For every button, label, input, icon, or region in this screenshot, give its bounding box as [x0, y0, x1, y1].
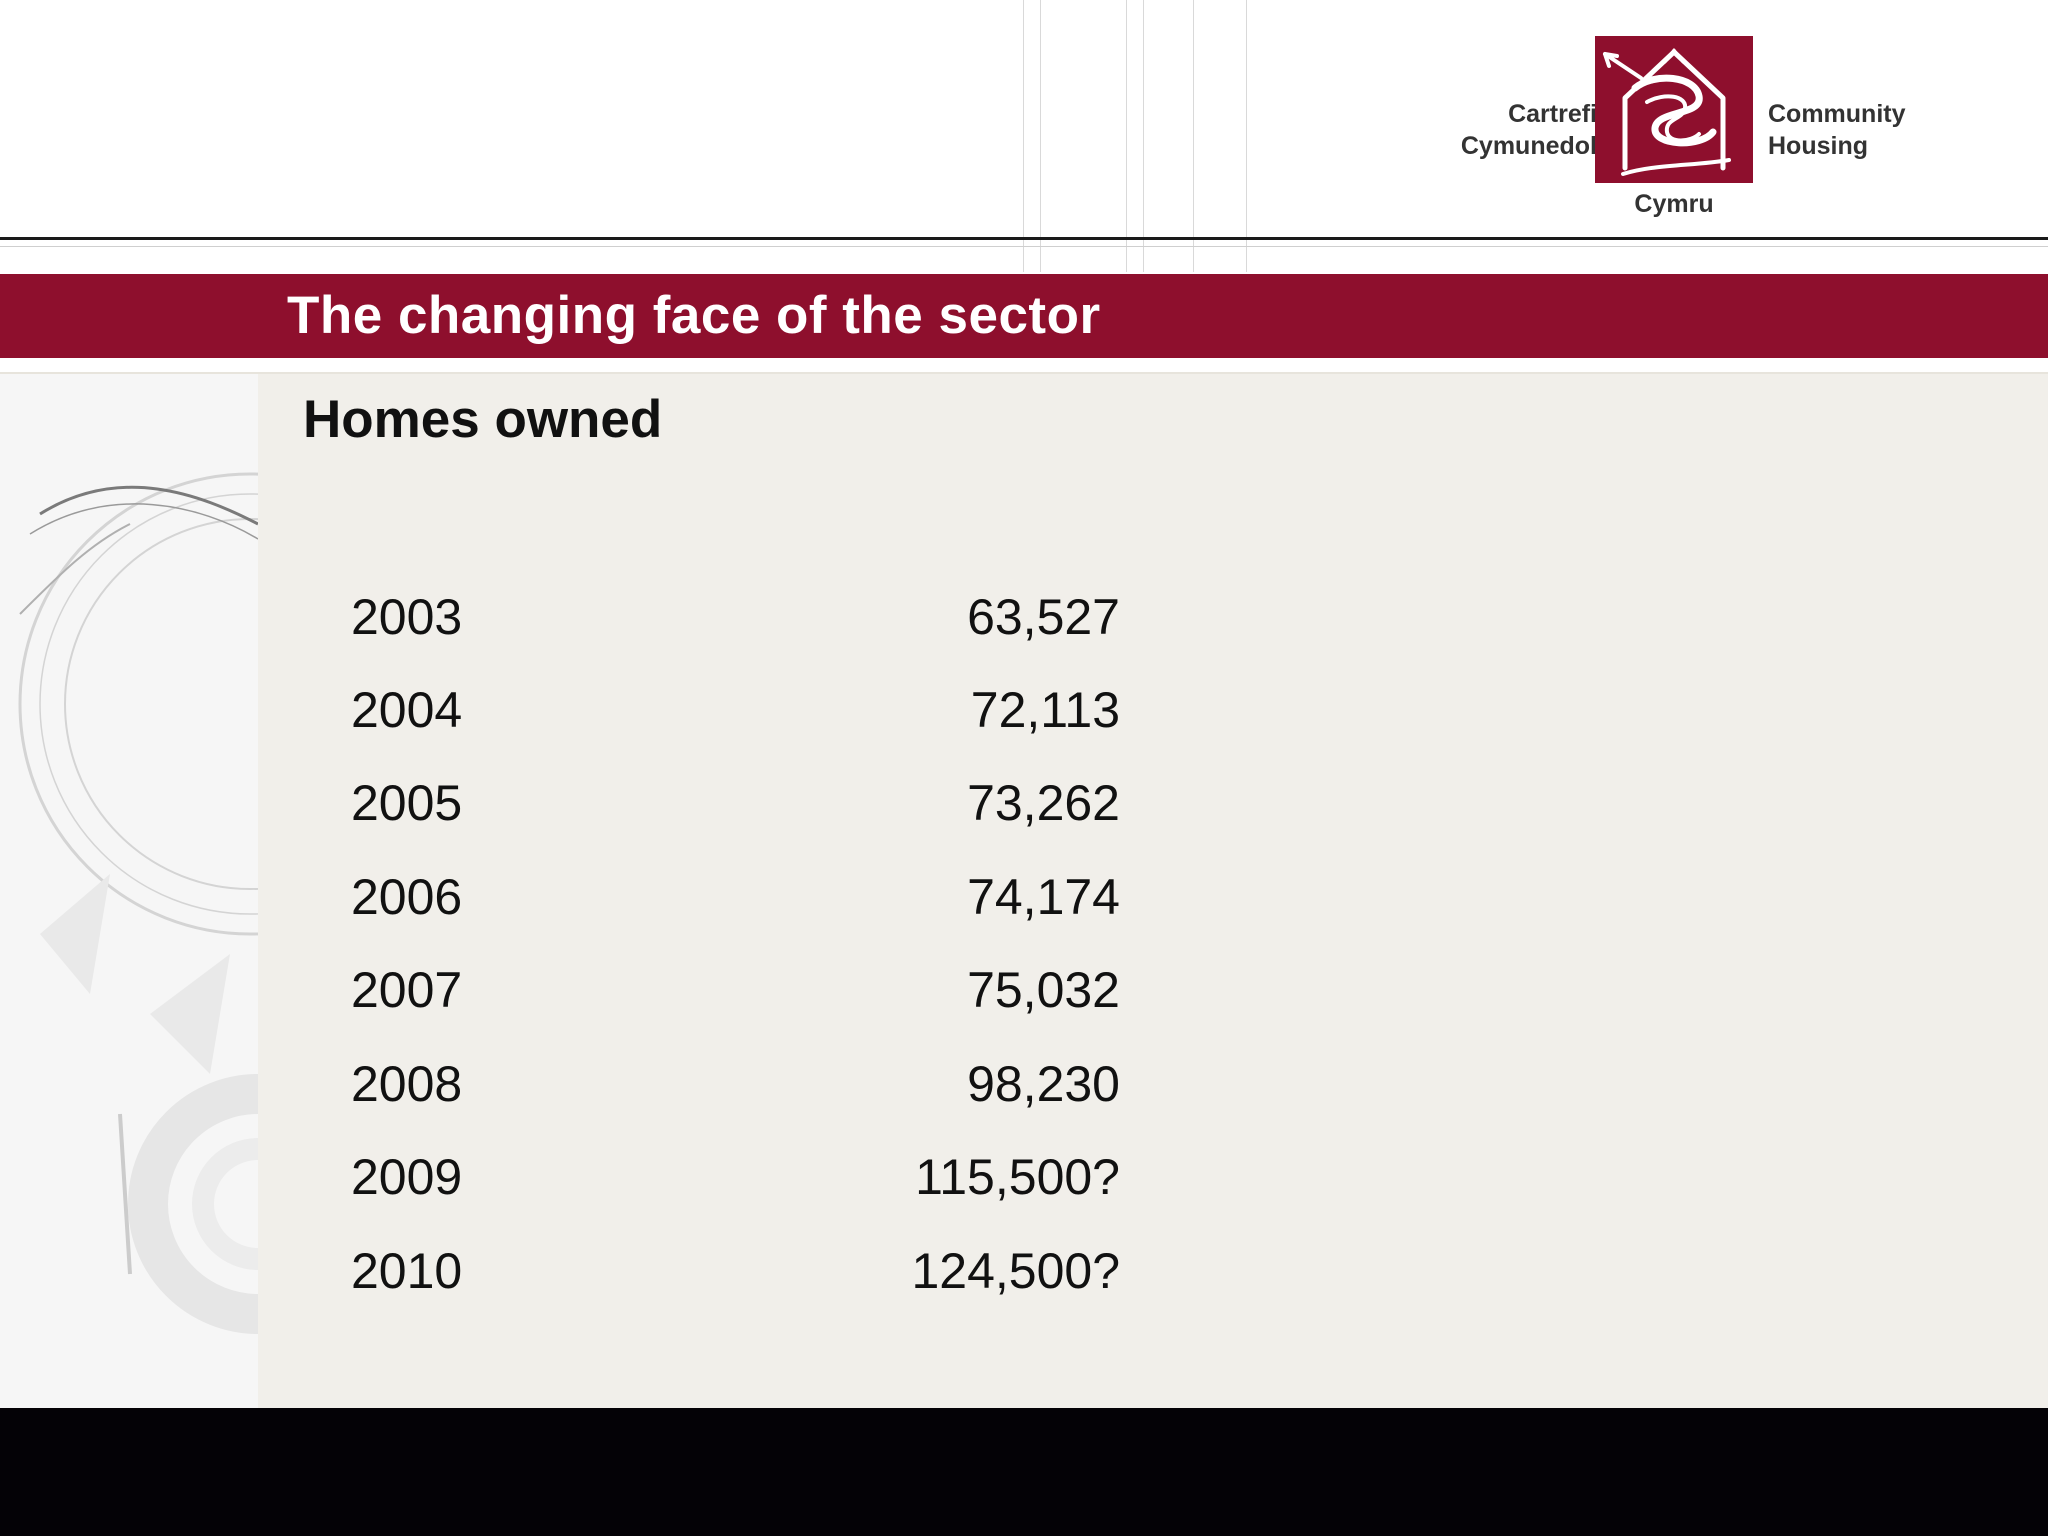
decorative-line	[1023, 0, 1024, 272]
decorative-line	[1040, 0, 1041, 272]
table-row: 2008 98,230	[258, 1049, 1258, 1119]
title-band: The changing face of the sector	[0, 274, 2048, 358]
table-row: 2006 74,174	[258, 862, 1258, 932]
table-row: 2005 73,262	[258, 768, 1258, 838]
year-cell: 2003	[351, 589, 463, 645]
homes-owned-cell: 115,500?	[915, 1149, 1120, 1205]
logo-text-cymunedol: Cymunedol	[1460, 132, 1597, 160]
logo-text-cymru: Cymru	[1634, 190, 1714, 218]
homes-owned-cell: 98,230	[967, 1056, 1120, 1112]
table-row: 2007 75,032	[258, 955, 1258, 1025]
decorative-swirl-panel	[0, 374, 258, 1408]
footer-bar	[0, 1408, 2048, 1536]
decorative-line	[1193, 0, 1194, 272]
year-cell: 2004	[351, 682, 463, 738]
section-subtitle: Homes owned	[303, 390, 663, 449]
header-rule	[0, 237, 2048, 240]
dragon-house-icon	[1595, 36, 1753, 183]
logo-text-community: Community	[1768, 100, 1906, 128]
title-band-rule	[0, 372, 2048, 374]
year-cell: 2007	[351, 962, 463, 1018]
header-rule-thin	[0, 246, 2048, 247]
homes-owned-cell: 72,113	[970, 682, 1120, 738]
organisation-logo: Cartrefi Cymunedol Community Housing Cym…	[1420, 30, 1940, 230]
table-row: 2003 63,527	[258, 582, 1258, 652]
year-cell: 2010	[351, 1243, 463, 1299]
year-cell: 2009	[351, 1149, 463, 1205]
homes-owned-cell: 74,174	[967, 869, 1120, 925]
table-row: 2004 72,113	[258, 675, 1258, 745]
decorative-line	[1246, 0, 1247, 272]
homes-owned-cell: 73,262	[967, 775, 1120, 831]
year-cell: 2006	[351, 869, 463, 925]
decorative-line	[1126, 0, 1127, 272]
homes-owned-cell: 75,032	[967, 962, 1120, 1018]
year-cell: 2005	[351, 775, 463, 831]
homes-owned-cell: 124,500?	[911, 1243, 1120, 1299]
content-panel: Homes owned 2003 63,527 2004 72,113 2005…	[258, 374, 2048, 1408]
year-cell: 2008	[351, 1056, 463, 1112]
logo-text-cartrefi: Cartrefi	[1508, 100, 1597, 128]
decorative-line	[1143, 0, 1144, 272]
table-row: 2009 115,500?	[258, 1142, 1258, 1212]
slide-title: The changing face of the sector	[287, 286, 1101, 345]
homes-owned-cell: 63,527	[967, 589, 1120, 645]
table-row: 2010 124,500?	[258, 1236, 1258, 1306]
logo-text-housing: Housing	[1768, 132, 1868, 160]
